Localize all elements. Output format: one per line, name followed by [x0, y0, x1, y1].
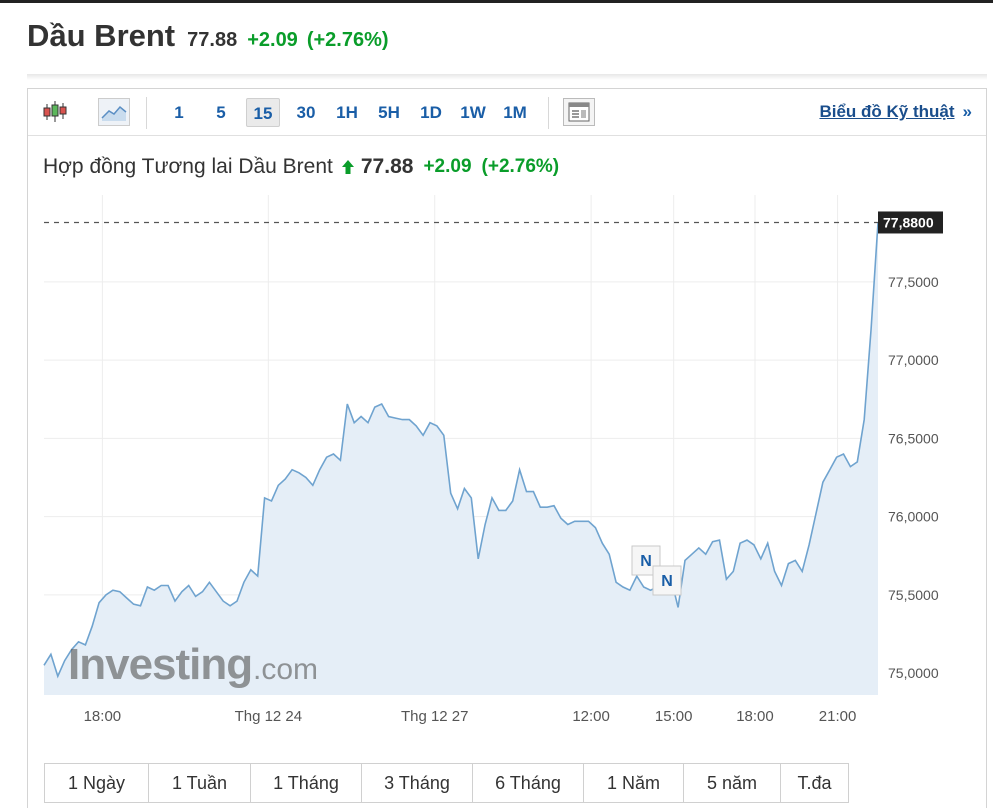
chart-widget: 1 5 15 30 1H 5H 1D 1W 1M Biểu đồ Kỹ thuậ…	[27, 88, 987, 808]
technical-chart-link[interactable]: Biểu đồ Kỹ thuật »	[819, 102, 972, 122]
last-price-label: 77,8800	[878, 211, 943, 234]
chart-toolbar: 1 5 15 30 1H 5H 1D 1W 1M Biểu đồ Kỹ thuậ…	[28, 89, 986, 136]
chart-change: +2.09	[423, 156, 472, 177]
watermark-suffix: .com	[253, 653, 318, 686]
timeframe-5[interactable]: 5	[216, 103, 226, 122]
news-marker[interactable]: N	[652, 565, 682, 596]
y-axis: 75,0000 75,5000 76,0000 76,5000 77,0000 77,50…	[888, 274, 939, 681]
x-tick-label: 15:00	[655, 708, 693, 725]
candlestick-chart-icon[interactable]	[41, 98, 73, 126]
price-line	[43, 222, 879, 679]
toolbar-separator	[146, 97, 147, 129]
y-tick-label: 76,0000	[888, 509, 939, 525]
x-tick-label: 21:00	[819, 708, 857, 725]
area-chart-icon[interactable]	[98, 98, 130, 126]
y-tick-label: 77,0000	[888, 352, 939, 368]
timeframe-30[interactable]: 30	[296, 103, 316, 122]
x-tick-label: Thg 12 27	[401, 708, 469, 725]
chevron-right-icon: »	[962, 102, 972, 121]
timeframe-1m[interactable]: 1M	[503, 103, 527, 122]
timeframe-1d[interactable]: 1D	[420, 103, 442, 122]
toolbar-separator	[548, 97, 549, 129]
x-axis: 18:00 Thg 12 24 Thg 12 27 12:00 15:00 18:00 21…	[84, 708, 857, 725]
watermark-brand: Investing	[68, 640, 252, 689]
range-max[interactable]: T.đa	[797, 773, 832, 793]
instrument-change-pct: (+2.76%)	[306, 29, 389, 51]
instrument-header: Dầu Brent 77.88 +2.09 (+2.76%)	[27, 18, 389, 58]
y-tick-label: 75,0000	[888, 665, 939, 681]
chart-price: 77.88	[360, 155, 414, 178]
timeframe-1w[interactable]: 1W	[460, 103, 486, 122]
timeframe-1[interactable]: 1	[174, 103, 184, 122]
last-price-text: 77,8800	[883, 214, 934, 230]
x-tick-label: Thg 12 24	[235, 708, 303, 725]
range-1-week[interactable]: 1 Tuần	[149, 764, 251, 802]
chart-title-row: Hợp đồng Tương lai Dầu Brent 77.88 +2.09…	[43, 155, 559, 179]
technical-chart-label: Biểu đồ Kỹ thuật	[819, 102, 955, 121]
header-divider	[27, 74, 987, 80]
chart-title: Hợp đồng Tương lai Dầu Brent	[43, 155, 333, 178]
timeframe-5h[interactable]: 5H	[378, 103, 400, 122]
x-tick-label: 18:00	[736, 708, 774, 725]
instrument-name: Dầu Brent	[27, 18, 176, 53]
range-1-day[interactable]: 1 Ngày	[45, 764, 149, 802]
chart-change-pct: (+2.76%)	[481, 156, 560, 177]
investing-watermark: Investing .com	[68, 640, 318, 689]
x-tick-label: 12:00	[572, 708, 610, 725]
timeframe-1h[interactable]: 1H	[336, 103, 358, 122]
top-border	[0, 0, 993, 3]
instrument-price: 77.88	[187, 29, 238, 51]
news-panel-icon[interactable]	[563, 98, 595, 126]
price-chart: 77,8800 75,0000 75,5000 76,0000 76,5000 77,0…	[43, 195, 943, 725]
arrow-up-icon	[341, 160, 354, 174]
timeframe-15[interactable]: 15	[246, 98, 280, 127]
range-6-months[interactable]: 6 Tháng	[473, 764, 584, 802]
instrument-change: +2.09	[247, 29, 298, 51]
x-tick-label: 18:00	[84, 708, 122, 725]
news-marker-label: N	[640, 553, 652, 570]
price-area	[44, 222, 878, 695]
news-marker-label: N	[661, 573, 673, 590]
range-5-years[interactable]: 5 năm	[684, 764, 781, 802]
y-tick-label: 75,5000	[888, 587, 939, 603]
range-1-month[interactable]: 1 Tháng	[251, 764, 362, 802]
range-selector: 1 Ngày 1 Tuần 1 Tháng 3 Tháng 6 Tháng 1 …	[44, 763, 849, 803]
y-tick-label: 77,5000	[888, 274, 939, 290]
y-tick-label: 76,5000	[888, 430, 939, 446]
range-3-months[interactable]: 3 Tháng	[362, 764, 473, 802]
range-1-year[interactable]: 1 Năm	[584, 764, 684, 802]
